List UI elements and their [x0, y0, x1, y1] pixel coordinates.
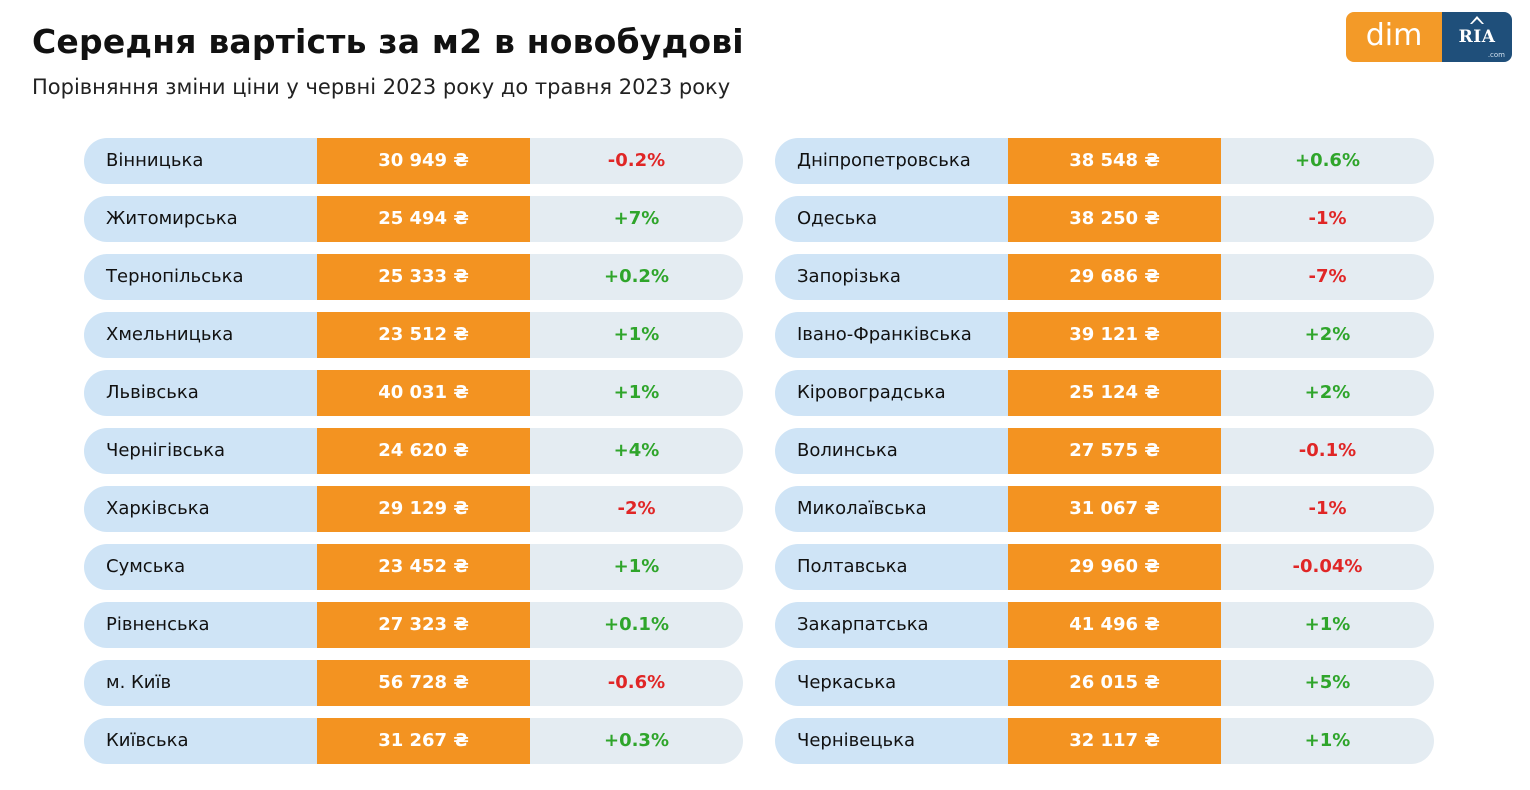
table-row: Одеська 38 250 ₴ -1% — [775, 196, 1434, 242]
region-name-cell: Київська — [84, 718, 317, 764]
price-cell: 29 129 ₴ — [317, 486, 530, 532]
table-row: Житомирська 25 494 ₴ +7% — [84, 196, 743, 242]
region-name-cell: Хмельницька — [84, 312, 317, 358]
table-row: Черкаська 26 015 ₴ +5% — [775, 660, 1434, 706]
change-cell: -7% — [1221, 254, 1434, 300]
change-cell: +1% — [530, 312, 743, 358]
table-row: Закарпатська 41 496 ₴ +1% — [775, 602, 1434, 648]
table-row: Тернопільська 25 333 ₴ +0.2% — [84, 254, 743, 300]
change-cell: -1% — [1221, 486, 1434, 532]
dim-logo-mark: dim — [1346, 12, 1442, 62]
region-name-cell: Вінницька — [84, 138, 317, 184]
page-title: Середня вартість за м2 в новобудові — [32, 22, 744, 61]
price-cell: 31 067 ₴ — [1008, 486, 1221, 532]
table-row: Волинська 27 575 ₴ -0.1% — [775, 428, 1434, 474]
page-subtitle: Порівняння зміни ціни у червні 2023 року… — [32, 75, 731, 99]
table-row: Київська 31 267 ₴ +0.3% — [84, 718, 743, 764]
price-cell: 39 121 ₴ — [1008, 312, 1221, 358]
region-name-cell: Полтавська — [775, 544, 1008, 590]
region-name-cell: Дніпропетровська — [775, 138, 1008, 184]
region-name-cell: Івано-Франківська — [775, 312, 1008, 358]
table-row: Полтавська 29 960 ₴ -0.04% — [775, 544, 1434, 590]
change-cell: +0.6% — [1221, 138, 1434, 184]
change-cell: +1% — [530, 544, 743, 590]
price-cell: 41 496 ₴ — [1008, 602, 1221, 648]
table-row: Рівненська 27 323 ₴ +0.1% — [84, 602, 743, 648]
region-name-cell: Харківська — [84, 486, 317, 532]
region-name-cell: м. Київ — [84, 660, 317, 706]
dim-ria-logo: dim RIA .com — [1346, 12, 1512, 62]
price-cell: 24 620 ₴ — [317, 428, 530, 474]
table-row: Чернівецька 32 117 ₴ +1% — [775, 718, 1434, 764]
price-cell: 31 267 ₴ — [317, 718, 530, 764]
price-cell: 56 728 ₴ — [317, 660, 530, 706]
table-row: Львівська 40 031 ₴ +1% — [84, 370, 743, 416]
price-cell: 25 124 ₴ — [1008, 370, 1221, 416]
table-row: Кіровоградська 25 124 ₴ +2% — [775, 370, 1434, 416]
region-name-cell: Чернівецька — [775, 718, 1008, 764]
region-name-cell: Кіровоградська — [775, 370, 1008, 416]
change-cell: +0.3% — [530, 718, 743, 764]
ria-logo-domain: .com — [1487, 51, 1505, 59]
change-cell: +0.1% — [530, 602, 743, 648]
price-cell: 23 452 ₴ — [317, 544, 530, 590]
region-name-cell: Житомирська — [84, 196, 317, 242]
region-name-cell: Тернопільська — [84, 254, 317, 300]
table-row: Івано-Франківська 39 121 ₴ +2% — [775, 312, 1434, 358]
region-name-cell: Рівненська — [84, 602, 317, 648]
change-cell: +4% — [530, 428, 743, 474]
region-name-cell: Одеська — [775, 196, 1008, 242]
region-name-cell: Закарпатська — [775, 602, 1008, 648]
price-cell: 25 494 ₴ — [317, 196, 530, 242]
change-cell: -0.1% — [1221, 428, 1434, 474]
change-cell: -2% — [530, 486, 743, 532]
price-cell: 40 031 ₴ — [317, 370, 530, 416]
change-cell: +7% — [530, 196, 743, 242]
change-cell: +1% — [1221, 602, 1434, 648]
price-cell: 23 512 ₴ — [317, 312, 530, 358]
price-cell: 32 117 ₴ — [1008, 718, 1221, 764]
change-cell: +1% — [530, 370, 743, 416]
price-cell: 38 548 ₴ — [1008, 138, 1221, 184]
table-row: м. Київ 56 728 ₴ -0.6% — [84, 660, 743, 706]
price-table-left: Вінницька 30 949 ₴ -0.2% Житомирська 25 494 … — [84, 138, 743, 776]
change-cell: +5% — [1221, 660, 1434, 706]
change-cell: +0.2% — [530, 254, 743, 300]
price-cell: 25 333 ₴ — [317, 254, 530, 300]
region-name-cell: Запорізька — [775, 254, 1008, 300]
price-cell: 27 323 ₴ — [317, 602, 530, 648]
region-name-cell: Волинська — [775, 428, 1008, 474]
region-name-cell: Сумська — [84, 544, 317, 590]
region-name-cell: Черкаська — [775, 660, 1008, 706]
change-cell: -1% — [1221, 196, 1434, 242]
price-cell: 29 960 ₴ — [1008, 544, 1221, 590]
change-cell: +1% — [1221, 718, 1434, 764]
price-cell: 29 686 ₴ — [1008, 254, 1221, 300]
table-row: Запорізька 29 686 ₴ -7% — [775, 254, 1434, 300]
table-row: Хмельницька 23 512 ₴ +1% — [84, 312, 743, 358]
ria-logo-mark: RIA .com — [1442, 12, 1512, 62]
table-row: Харківська 29 129 ₴ -2% — [84, 486, 743, 532]
price-cell: 26 015 ₴ — [1008, 660, 1221, 706]
table-row: Сумська 23 452 ₴ +1% — [84, 544, 743, 590]
price-cell: 30 949 ₴ — [317, 138, 530, 184]
table-row: Миколаївська 31 067 ₴ -1% — [775, 486, 1434, 532]
change-cell: -0.2% — [530, 138, 743, 184]
table-row: Чернігівська 24 620 ₴ +4% — [84, 428, 743, 474]
price-cell: 38 250 ₴ — [1008, 196, 1221, 242]
region-name-cell: Миколаївська — [775, 486, 1008, 532]
change-cell: -0.04% — [1221, 544, 1434, 590]
roof-icon — [1470, 16, 1484, 24]
region-name-cell: Львівська — [84, 370, 317, 416]
price-table-right: Дніпропетровська 38 548 ₴ +0.6% Одеська 38 2… — [775, 138, 1434, 776]
price-cell: 27 575 ₴ — [1008, 428, 1221, 474]
ria-logo-text: RIA — [1458, 27, 1496, 47]
change-cell: -0.6% — [530, 660, 743, 706]
region-name-cell: Чернігівська — [84, 428, 317, 474]
change-cell: +2% — [1221, 370, 1434, 416]
change-cell: +2% — [1221, 312, 1434, 358]
table-row: Вінницька 30 949 ₴ -0.2% — [84, 138, 743, 184]
table-row: Дніпропетровська 38 548 ₴ +0.6% — [775, 138, 1434, 184]
